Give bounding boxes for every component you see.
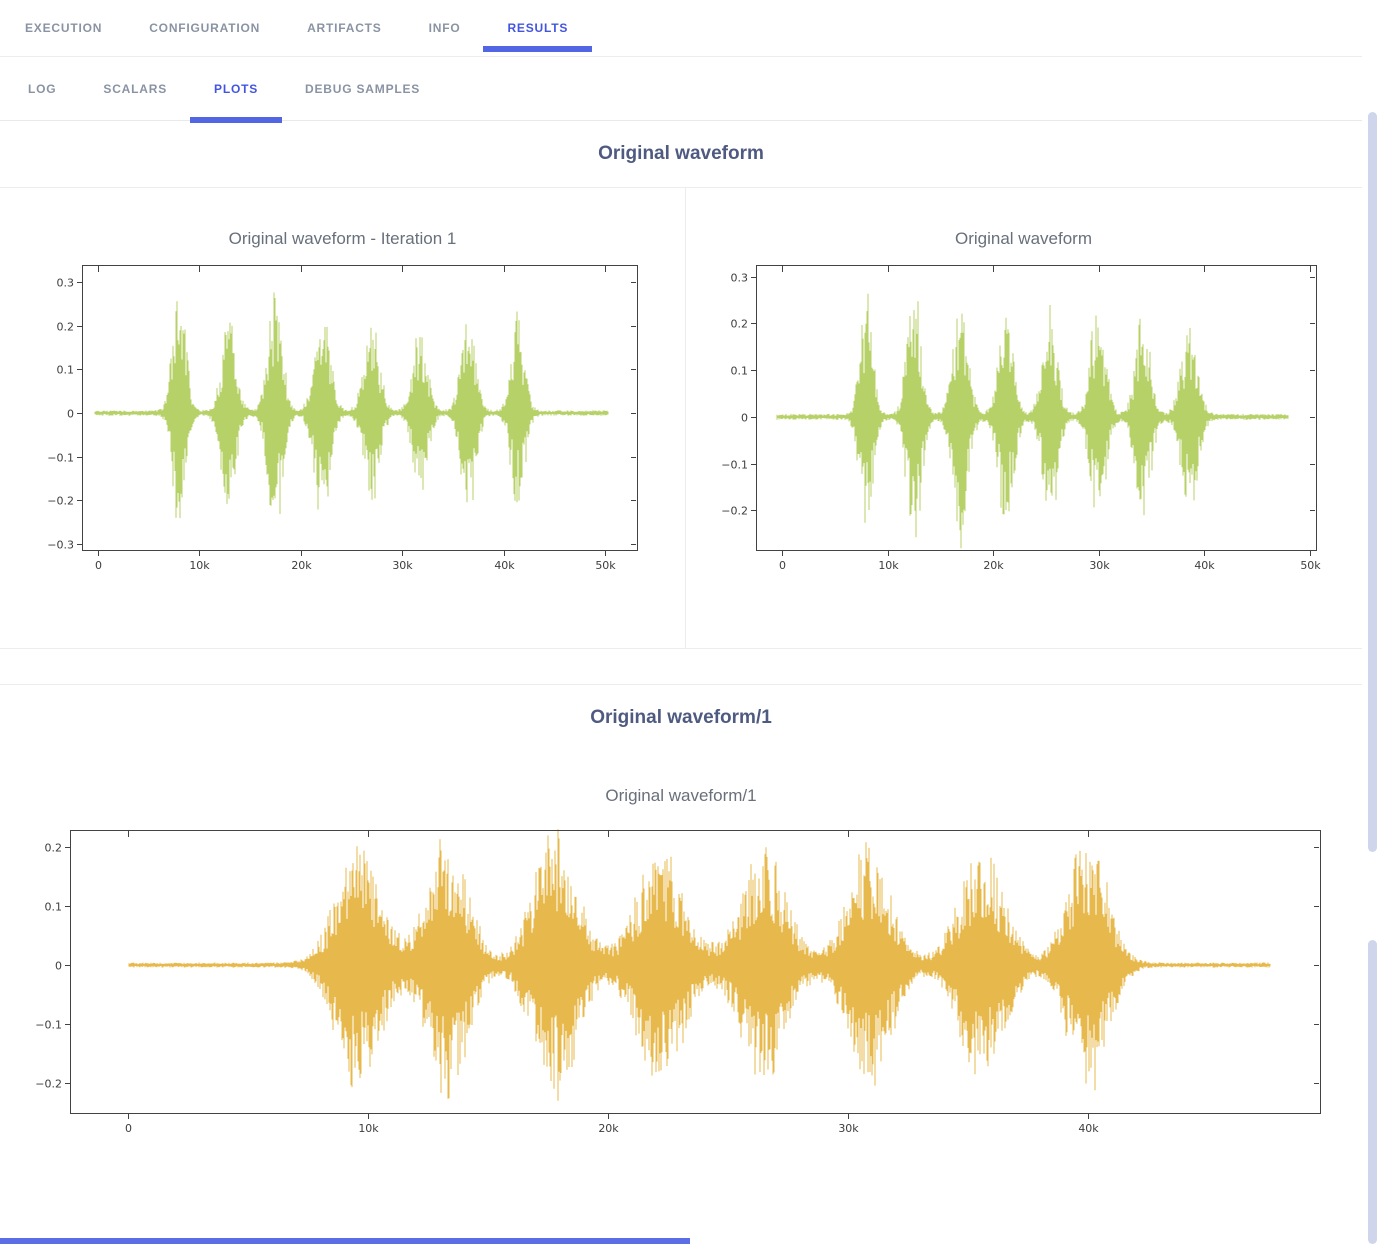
svg-text:10k: 10k [189, 559, 210, 572]
waveform-plot-iteration-1[interactable]: 0 10k 20k 30k 40k 50k 0.3 0.2 0.1 0 −0.1 −0.2 −0.3 [0, 188, 686, 649]
svg-text:0: 0 [55, 960, 62, 973]
svg-text:0.3: 0.3 [731, 272, 749, 285]
waveform-plot-original[interactable]: 0 10k 20k 30k 40k 50k 0.3 0.2 0.1 0 −0.1 −0.2 [686, 188, 1361, 649]
svg-text:−0.1: −0.1 [47, 452, 74, 465]
tab-execution[interactable]: EXECUTION [25, 0, 102, 56]
tab-configuration[interactable]: CONFIGURATION [149, 0, 260, 56]
plot-group-header: Original waveform [0, 121, 1362, 188]
horizontal-scrollbar-thumb[interactable] [0, 1238, 690, 1244]
svg-text:40k: 40k [494, 559, 515, 572]
svg-text:0.2: 0.2 [731, 318, 749, 331]
subtab-debug-samples-label: DEBUG SAMPLES [305, 81, 421, 96]
plot-group-original-waveform: Original waveform 0 10k 20k 30k 40k 50k 0.3 0.2… [0, 121, 1362, 649]
svg-text:−0.1: −0.1 [35, 1019, 62, 1032]
plot-group-original-waveform-1: Original waveform/1 0 10k 20k 30k 40k 0.2 0.1 0… [0, 684, 1362, 1239]
waveform-plot-1[interactable]: 0 10k 20k 30k 40k 0.2 0.1 0 −0.1 −0.2 [0, 751, 1362, 1239]
svg-text:0.1: 0.1 [57, 364, 75, 377]
plot-panel-waveform-1: 0 10k 20k 30k 40k 0.2 0.1 0 −0.1 −0.2 Original wa… [0, 751, 1362, 1239]
tab-results-label: RESULTS [507, 21, 569, 35]
svg-text:30k: 30k [838, 1122, 859, 1135]
tab-artifacts-label: ARTIFACTS [307, 21, 382, 35]
active-tab-indicator [483, 46, 593, 52]
svg-text:−0.1: −0.1 [721, 459, 748, 472]
plot-group-header: Original waveform/1 [0, 684, 1362, 751]
plots-row: 0 10k 20k 30k 40k 50k 0.3 0.2 0.1 0 −0.1 −0.2 −0.3 O… [0, 188, 1362, 649]
tab-info[interactable]: INFO [429, 0, 461, 56]
subtab-log-label: LOG [28, 81, 57, 96]
svg-text:50k: 50k [1300, 559, 1321, 572]
task-tab-bar: EXECUTION CONFIGURATION ARTIFACTS INFO R… [0, 0, 1362, 57]
tab-execution-label: EXECUTION [25, 21, 103, 35]
svg-text:50k: 50k [595, 559, 616, 572]
svg-text:40k: 40k [1078, 1122, 1099, 1135]
tab-artifacts[interactable]: ARTIFACTS [307, 0, 382, 56]
vertical-scrollbar-thumb-top[interactable] [1368, 112, 1377, 852]
vertical-scrollbar-thumb-bottom[interactable] [1368, 940, 1377, 1244]
svg-text:30k: 30k [1089, 559, 1110, 572]
svg-text:10k: 10k [358, 1122, 379, 1135]
svg-text:0.2: 0.2 [57, 321, 75, 334]
plot-group-title: Original waveform [598, 143, 764, 164]
plot-group-title: Original waveform/1 [590, 707, 772, 728]
svg-text:0.1: 0.1 [731, 365, 749, 378]
subtab-scalars[interactable]: SCALARS [103, 57, 167, 120]
svg-text:0: 0 [67, 408, 74, 421]
active-subtab-indicator [190, 117, 283, 123]
subtab-log[interactable]: LOG [28, 57, 56, 120]
plot-title: Original waveform [955, 229, 1092, 248]
subtab-debug-samples[interactable]: DEBUG SAMPLES [305, 57, 420, 120]
plot-title: Original waveform/1 [605, 786, 757, 805]
svg-text:40k: 40k [1194, 559, 1215, 572]
subtab-plots[interactable]: PLOTS [190, 57, 283, 123]
svg-text:0.3: 0.3 [57, 277, 75, 290]
svg-text:−0.2: −0.2 [47, 495, 74, 508]
plot-panel-original-waveform: 0 10k 20k 30k 40k 50k 0.3 0.2 0.1 0 −0.1 −0.2 Origi… [686, 188, 1361, 648]
plot-title: Original waveform - Iteration 1 [228, 229, 457, 248]
svg-text:0: 0 [779, 559, 786, 572]
subtab-scalars-label: SCALARS [103, 81, 168, 96]
svg-text:20k: 20k [598, 1122, 619, 1135]
svg-text:0.1: 0.1 [45, 901, 63, 914]
tab-results[interactable]: RESULTS [483, 0, 593, 56]
plot-panel-iteration-1: 0 10k 20k 30k 40k 50k 0.3 0.2 0.1 0 −0.1 −0.2 −0.3 O… [0, 188, 686, 648]
svg-text:10k: 10k [878, 559, 899, 572]
tab-info-label: INFO [428, 21, 461, 35]
svg-text:−0.3: −0.3 [47, 539, 74, 552]
section-gap [0, 649, 1362, 684]
svg-text:0: 0 [95, 559, 102, 572]
svg-text:0.2: 0.2 [45, 842, 63, 855]
svg-text:−0.2: −0.2 [35, 1078, 62, 1091]
svg-text:−0.2: −0.2 [721, 505, 748, 518]
svg-text:0: 0 [125, 1122, 132, 1135]
svg-text:30k: 30k [392, 559, 413, 572]
svg-text:20k: 20k [291, 559, 312, 572]
svg-text:20k: 20k [983, 559, 1004, 572]
results-subtab-bar: LOG SCALARS PLOTS DEBUG SAMPLES [0, 57, 1362, 123]
svg-text:0: 0 [741, 412, 748, 425]
tab-configuration-label: CONFIGURATION [149, 21, 261, 35]
subtab-plots-label: PLOTS [214, 81, 259, 96]
